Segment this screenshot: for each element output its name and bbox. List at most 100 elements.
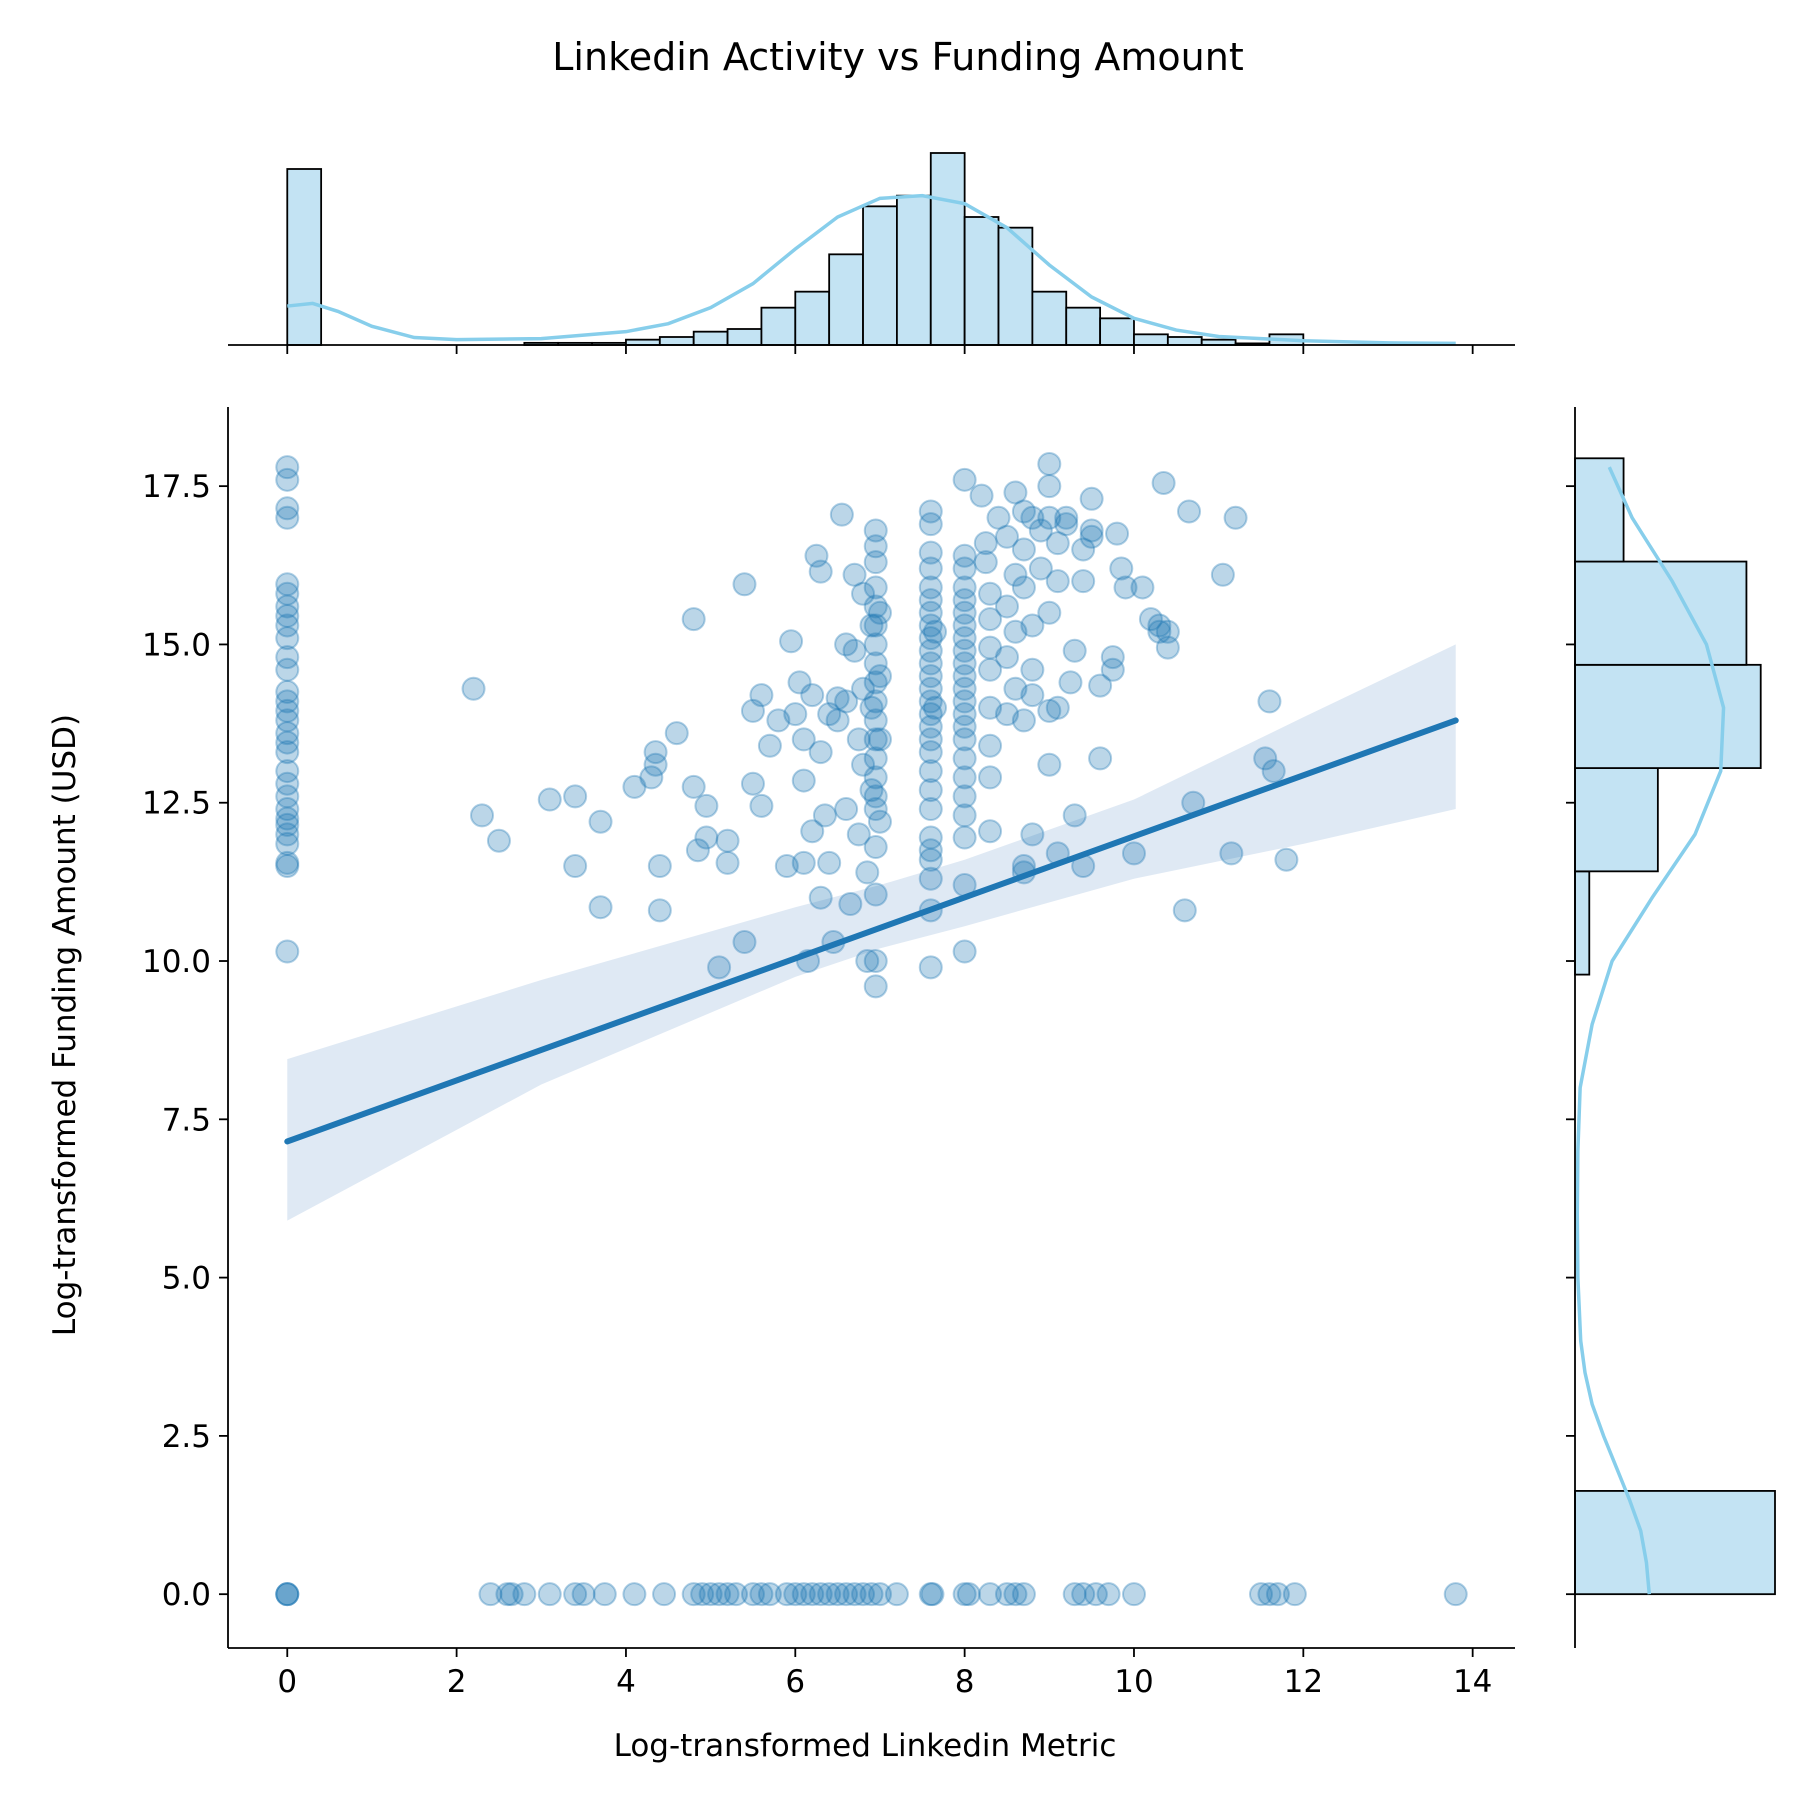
data-point	[808, 885, 833, 910]
data-point	[715, 1582, 740, 1607]
y-tick-label: 2.5	[162, 1419, 211, 1455]
data-point	[1003, 562, 1028, 587]
data-point	[969, 483, 994, 508]
data-point	[952, 689, 977, 714]
data-point	[1003, 1582, 1028, 1607]
data-point	[918, 512, 943, 537]
data-point	[588, 895, 613, 920]
data-point	[715, 828, 740, 853]
data-point	[1172, 898, 1197, 923]
data-point	[800, 1582, 825, 1607]
data-point	[275, 939, 300, 964]
data-point	[563, 784, 588, 809]
data-point	[461, 676, 486, 701]
data-point	[470, 803, 495, 828]
data-point	[537, 1582, 562, 1607]
y-tick-label: 12.5	[142, 786, 211, 822]
y-tick-label: 15.0	[142, 627, 211, 663]
data-point	[1071, 537, 1096, 562]
data-point	[1071, 569, 1096, 594]
data-point	[563, 1582, 588, 1607]
data-point	[690, 1582, 715, 1607]
x-kde-curve	[287, 193, 1456, 346]
data-point	[808, 559, 833, 584]
data-point	[740, 1582, 765, 1607]
data-point	[537, 787, 562, 812]
data-point	[1037, 698, 1062, 723]
data-point	[952, 746, 977, 771]
data-point	[275, 698, 300, 723]
data-point	[973, 550, 998, 575]
data-point	[1011, 575, 1036, 600]
x-hist-bar	[1031, 290, 1068, 346]
data-point	[643, 740, 668, 765]
data-point	[918, 797, 943, 822]
data-point	[1151, 470, 1176, 495]
data-point	[275, 759, 300, 784]
data-point	[275, 455, 300, 480]
data-point	[986, 505, 1011, 530]
data-point	[808, 740, 833, 765]
data-point	[647, 854, 672, 879]
data-point	[1265, 1582, 1290, 1607]
data-point	[952, 467, 977, 492]
data-point	[978, 765, 1003, 790]
data-point	[851, 676, 876, 701]
data-point	[740, 771, 765, 796]
data-point	[978, 635, 1003, 660]
y-axis-label: Log-transformed Funding Amount (USD)	[47, 714, 83, 1336]
data-point	[1253, 746, 1278, 771]
data-point	[918, 676, 943, 701]
data-point	[1096, 1582, 1121, 1607]
data-point	[275, 496, 300, 521]
data-point	[1248, 1582, 1273, 1607]
data-point	[1020, 505, 1045, 530]
data-point	[275, 657, 300, 682]
data-point	[952, 664, 977, 689]
data-point	[275, 708, 300, 733]
data-point	[685, 838, 710, 863]
data-point	[1062, 803, 1087, 828]
data-point	[275, 1582, 300, 1607]
data-point	[275, 740, 300, 765]
data-point	[884, 1582, 909, 1607]
data-point	[791, 1582, 816, 1607]
data-point	[1100, 657, 1125, 682]
data-point	[571, 1582, 596, 1607]
data-point	[275, 645, 300, 670]
x-hist-bar	[1166, 336, 1203, 346]
data-point	[732, 572, 757, 597]
y-hist-bar	[1574, 1490, 1776, 1596]
regression-line	[284, 717, 1459, 1145]
data-point	[652, 1582, 677, 1607]
data-point	[1028, 556, 1053, 581]
data-point	[817, 1582, 842, 1607]
data-point	[724, 1582, 749, 1607]
x-hist-bar	[963, 216, 1000, 346]
data-point	[952, 676, 977, 701]
data-point	[918, 825, 943, 850]
data-point	[918, 838, 943, 863]
data-point	[952, 825, 977, 850]
data-point	[863, 632, 888, 657]
data-point	[842, 562, 867, 587]
x-hist-bar	[862, 205, 898, 346]
x-tick-label: 6	[785, 1664, 805, 1700]
data-point	[275, 689, 300, 714]
data-point	[715, 850, 740, 875]
data-point	[275, 613, 300, 638]
data-point	[275, 1582, 300, 1607]
y-hist-bar	[1574, 870, 1591, 976]
data-point	[1147, 613, 1172, 638]
data-point	[694, 793, 719, 818]
x-tick-label: 10	[1114, 1664, 1153, 1700]
data-point	[1020, 822, 1045, 847]
data-point	[1037, 505, 1062, 530]
data-point	[842, 1582, 867, 1607]
data-point	[681, 774, 706, 799]
data-point	[478, 1582, 503, 1607]
data-point	[863, 594, 888, 619]
data-point	[918, 651, 943, 676]
data-point	[1045, 531, 1070, 556]
data-point	[275, 771, 300, 796]
